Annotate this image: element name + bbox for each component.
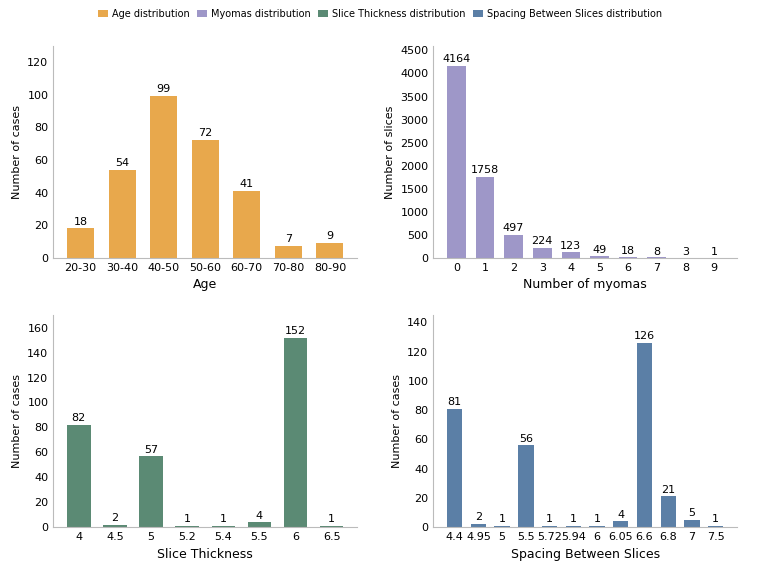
Text: 126: 126 xyxy=(634,331,655,341)
Text: 1: 1 xyxy=(594,514,600,524)
Y-axis label: Number of slices: Number of slices xyxy=(385,105,394,198)
Y-axis label: Number of cases: Number of cases xyxy=(391,374,401,468)
Legend: Age distribution, Myomas distribution, Slice Thickness distribution, Spacing Bet: Age distribution, Myomas distribution, S… xyxy=(94,5,666,23)
Bar xyxy=(495,525,510,527)
Bar xyxy=(447,66,466,258)
Bar xyxy=(211,526,235,527)
Bar xyxy=(109,170,135,258)
Text: 497: 497 xyxy=(503,223,524,233)
Bar xyxy=(192,140,219,258)
Text: 2: 2 xyxy=(475,512,482,523)
Bar xyxy=(476,177,494,258)
Text: 82: 82 xyxy=(71,413,86,423)
Bar xyxy=(562,252,580,258)
Bar xyxy=(67,425,90,527)
Bar xyxy=(139,456,163,527)
Bar xyxy=(542,525,557,527)
Bar xyxy=(660,496,676,527)
Bar xyxy=(533,248,552,258)
Text: 123: 123 xyxy=(560,241,581,251)
Bar xyxy=(613,521,629,527)
Y-axis label: Number of cases: Number of cases xyxy=(11,374,21,468)
Text: 54: 54 xyxy=(115,158,129,168)
Bar xyxy=(150,96,177,258)
Text: 41: 41 xyxy=(239,179,254,189)
Text: 1: 1 xyxy=(711,247,717,257)
Text: 5: 5 xyxy=(689,508,695,518)
Bar xyxy=(518,445,534,527)
Bar xyxy=(283,337,307,527)
Text: 1: 1 xyxy=(570,514,577,524)
X-axis label: Spacing Between Slices: Spacing Between Slices xyxy=(511,548,660,560)
Bar xyxy=(320,526,344,527)
Text: 8: 8 xyxy=(654,246,660,257)
Bar xyxy=(684,520,700,527)
Text: 3: 3 xyxy=(682,247,689,257)
Bar xyxy=(103,525,127,527)
Text: 99: 99 xyxy=(157,84,171,95)
Text: 4: 4 xyxy=(617,509,625,520)
Bar xyxy=(316,243,344,258)
Text: 1: 1 xyxy=(499,514,505,524)
Text: 1: 1 xyxy=(220,515,226,524)
Text: 9: 9 xyxy=(326,231,334,241)
Text: 81: 81 xyxy=(448,397,462,407)
Bar xyxy=(708,525,724,527)
Text: 224: 224 xyxy=(531,236,553,246)
Text: 49: 49 xyxy=(592,245,606,254)
X-axis label: Slice Thickness: Slice Thickness xyxy=(157,548,253,560)
Text: 57: 57 xyxy=(144,445,158,454)
X-axis label: Number of myomas: Number of myomas xyxy=(524,278,647,291)
Text: 152: 152 xyxy=(285,326,306,336)
Bar xyxy=(637,343,652,527)
Bar xyxy=(589,525,605,527)
Text: 7: 7 xyxy=(285,234,292,245)
Text: 21: 21 xyxy=(661,485,676,494)
Text: 72: 72 xyxy=(198,128,212,139)
Bar xyxy=(505,235,523,258)
Bar xyxy=(470,524,486,527)
Text: 1: 1 xyxy=(712,514,719,524)
Text: 4164: 4164 xyxy=(442,54,470,64)
X-axis label: Age: Age xyxy=(193,278,217,291)
Bar xyxy=(176,526,199,527)
Text: 1: 1 xyxy=(546,514,553,524)
Bar xyxy=(447,409,462,527)
Y-axis label: Number of cases: Number of cases xyxy=(11,105,21,199)
Bar xyxy=(591,256,609,258)
Bar xyxy=(67,229,94,258)
Text: 2: 2 xyxy=(111,513,119,523)
Text: 18: 18 xyxy=(621,246,635,256)
Text: 18: 18 xyxy=(74,217,87,226)
Text: 56: 56 xyxy=(519,434,533,444)
Bar xyxy=(619,257,638,258)
Text: 4: 4 xyxy=(256,511,263,521)
Text: 1: 1 xyxy=(184,515,191,524)
Text: 1: 1 xyxy=(328,515,335,524)
Bar xyxy=(275,246,302,258)
Bar xyxy=(233,191,260,258)
Bar xyxy=(248,522,271,527)
Text: 1758: 1758 xyxy=(471,165,499,175)
Bar xyxy=(565,525,581,527)
